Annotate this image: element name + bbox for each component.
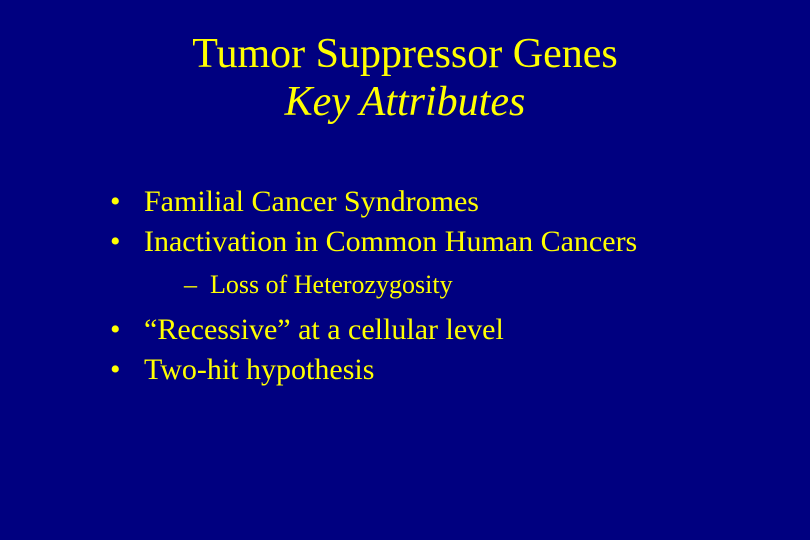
list-item: Loss of Heterozygosity	[184, 267, 750, 302]
bullet-text: Familial Cancer Syndromes	[144, 185, 479, 218]
title-line-1: Tumor Suppressor Genes	[60, 30, 750, 78]
title-block: Tumor Suppressor Genes Key Attributes	[60, 30, 750, 127]
bullet-text: “Recessive” at a cellular level	[144, 313, 504, 346]
list-item: Familial Cancer Syndromes	[110, 182, 750, 223]
sub-bullet-list: Loss of Heterozygosity	[184, 267, 750, 302]
list-item: Two-hit hypothesis	[110, 350, 750, 391]
title-line-2: Key Attributes	[60, 78, 750, 126]
slide: Tumor Suppressor Genes Key Attributes Fa…	[0, 0, 810, 540]
list-item: Inactivation in Common Human Cancers Los…	[110, 222, 750, 302]
list-item: “Recessive” at a cellular level	[110, 310, 750, 351]
bullet-text: Inactivation in Common Human Cancers	[144, 225, 637, 258]
bullet-text: Two-hit hypothesis	[144, 353, 374, 386]
bullet-text: Loss of Heterozygosity	[210, 270, 453, 299]
bullet-list: Familial Cancer Syndromes Inactivation i…	[110, 182, 750, 391]
